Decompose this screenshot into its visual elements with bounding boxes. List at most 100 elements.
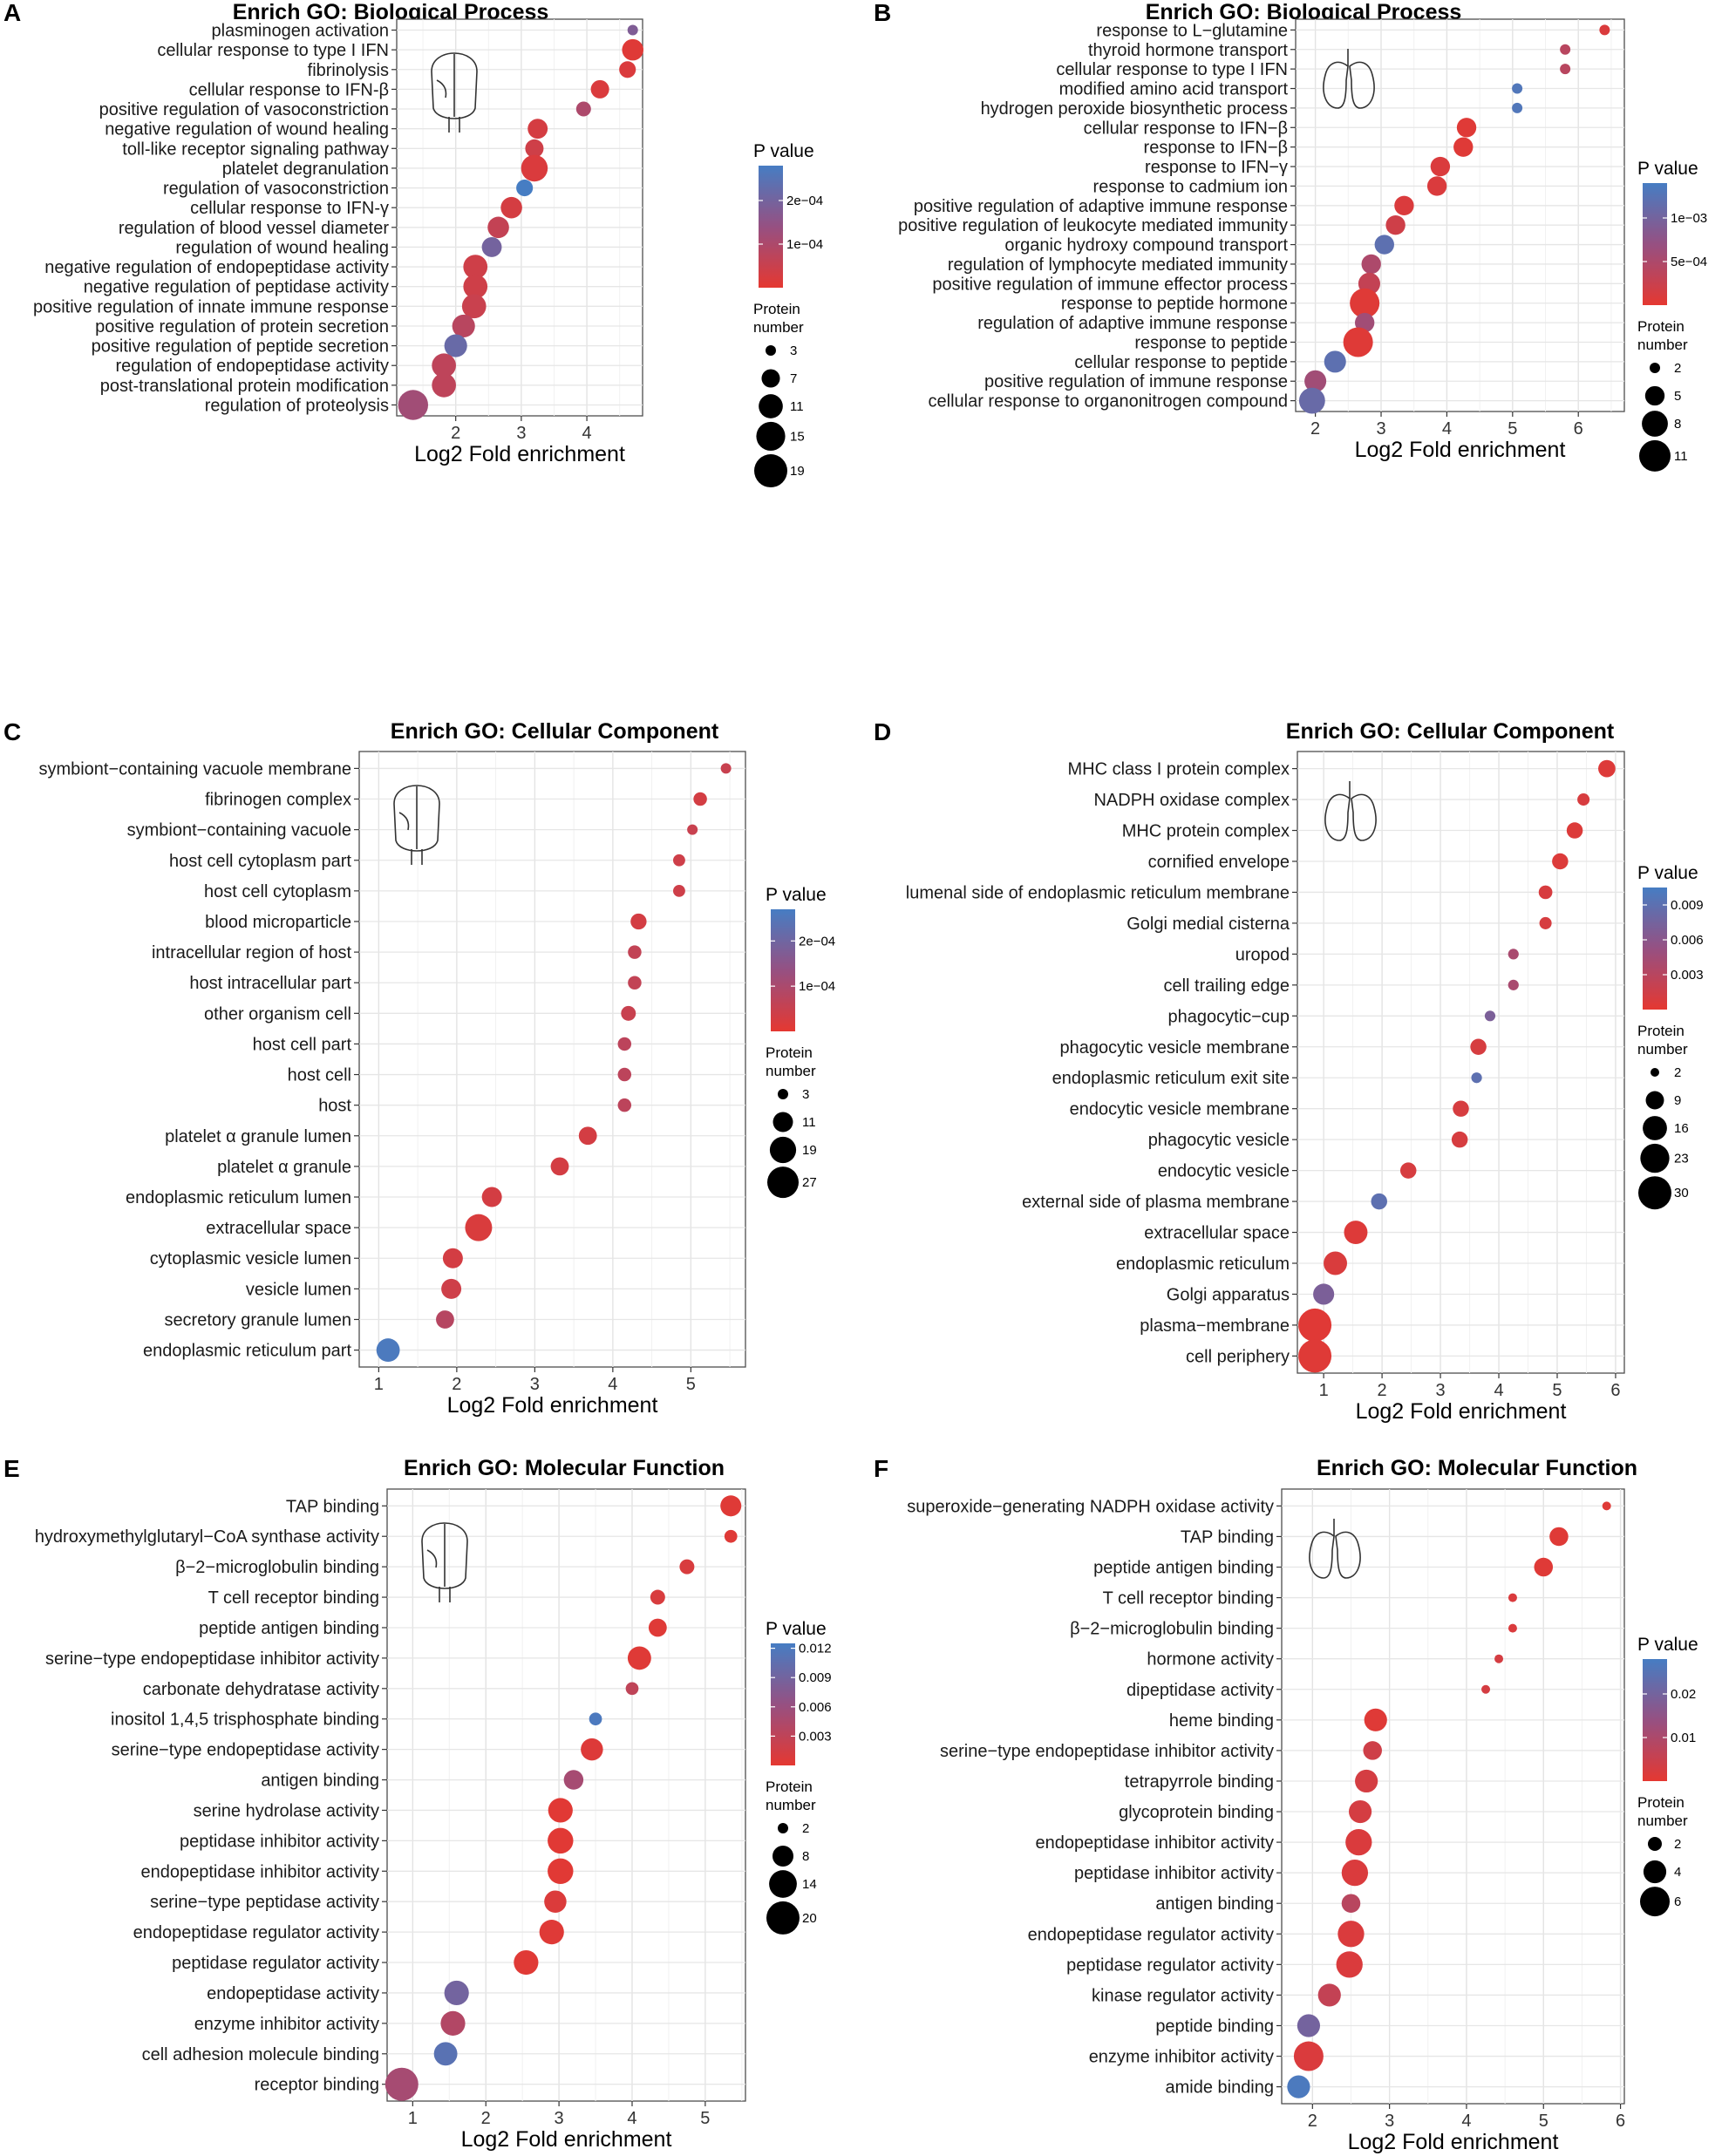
- pvalue-tick-label: 0.006: [799, 1700, 832, 1715]
- category-label: cellular response to type I IFN: [1056, 60, 1288, 79]
- data-point: [1364, 1708, 1387, 1731]
- category-label: cornified envelope: [1148, 853, 1290, 872]
- x-tick-label: 3: [1436, 1381, 1446, 1400]
- data-point: [625, 1682, 639, 1696]
- category-label: TAP binding: [286, 1497, 379, 1516]
- data-point: [1355, 1769, 1378, 1793]
- size-legend-dot: [767, 1166, 799, 1199]
- pvalue-tick-label: 1e−04: [799, 979, 835, 994]
- size-legend-label: 23: [1674, 1152, 1689, 1166]
- data-point: [452, 314, 475, 338]
- pvalue-colorbar: [1643, 1659, 1667, 1781]
- category-label: negative regulation of peptidase activit…: [84, 278, 389, 297]
- size-legend-dot: [778, 1089, 788, 1099]
- size-legend-dot: [772, 1845, 794, 1867]
- category-label: plasminogen activation: [212, 22, 389, 41]
- size-legend-title: Protein: [766, 1044, 813, 1061]
- category-label: regulation of blood vessel diameter: [119, 219, 390, 238]
- lungs-icon: [1324, 781, 1377, 841]
- size-legend-title: number: [753, 319, 804, 336]
- size-legend-dot: [1648, 1837, 1662, 1851]
- x-axis-label: Log2 Fold enrichment: [1348, 2130, 1559, 2154]
- data-point: [1484, 1010, 1496, 1022]
- data-point: [693, 792, 707, 806]
- legend-C: [767, 909, 799, 1199]
- data-point: [481, 1187, 502, 1207]
- category-label: enzyme inhibitor activity: [1089, 2048, 1274, 2067]
- size-legend-label: 16: [1674, 1121, 1689, 1136]
- category-label: cellular response to IFN−β: [1084, 119, 1288, 138]
- category-label: serine−type peptidase activity: [150, 1893, 379, 1912]
- category-label: antigen binding: [261, 1772, 379, 1791]
- data-point: [1471, 1072, 1482, 1084]
- data-point: [463, 274, 488, 299]
- size-legend-dot: [754, 454, 787, 488]
- x-axis-label: Log2 Fold enrichment: [461, 2127, 672, 2152]
- data-point: [544, 1890, 567, 1913]
- size-legend-title: number: [1637, 1813, 1688, 1829]
- category-label: dipeptidase activity: [1126, 1681, 1274, 1700]
- size-legend-label: 11: [790, 399, 804, 414]
- category-label: post-translational protein modification: [100, 377, 389, 396]
- data-point: [1470, 1038, 1487, 1056]
- legend-D: [1638, 888, 1671, 1210]
- category-label: response to L−glutamine: [1096, 21, 1288, 40]
- data-point: [1534, 1557, 1554, 1577]
- category-label: amide binding: [1165, 2078, 1274, 2098]
- category-label: regulation of endopeptidase activity: [115, 357, 389, 376]
- data-point: [1453, 1100, 1469, 1117]
- category-label: plasma−membrane: [1140, 1316, 1290, 1336]
- category-label: endopeptidase inhibitor activity: [1035, 1833, 1274, 1853]
- plot-area-E: [382, 1488, 746, 2106]
- category-label: intracellular region of host: [152, 943, 351, 962]
- data-point: [1298, 1308, 1332, 1342]
- size-legend-title: number: [1637, 337, 1688, 353]
- data-point: [1348, 1799, 1372, 1824]
- data-point: [1481, 1684, 1491, 1694]
- category-label: response to IFN−γ: [1145, 158, 1288, 177]
- category-label: response to cadmium ion: [1093, 177, 1288, 196]
- size-legend-title: Protein: [1637, 1023, 1685, 1039]
- data-point: [1287, 2075, 1310, 2098]
- category-label: NADPH oxidase complex: [1093, 791, 1290, 810]
- size-legend-label: 9: [1674, 1093, 1681, 1108]
- x-tick-label: 4: [1442, 419, 1452, 439]
- data-point: [463, 255, 488, 279]
- data-point: [1293, 2041, 1324, 2071]
- pvalue-colorbar: [771, 1643, 795, 1765]
- size-legend-label: 14: [802, 1877, 817, 1892]
- data-point: [1298, 1339, 1332, 1373]
- x-tick-label: 3: [530, 1375, 540, 1394]
- data-point: [1313, 1283, 1335, 1305]
- data-point: [1371, 1193, 1387, 1210]
- category-label: serine−type endopeptidase activity: [112, 1741, 379, 1760]
- lungs-icon: [1309, 1519, 1361, 1579]
- category-label: serine−type endopeptidase inhibitor acti…: [940, 1742, 1274, 1761]
- size-legend-dot: [766, 345, 776, 356]
- x-tick-label: 3: [1385, 2112, 1394, 2131]
- pvalue-tick-label: 0.02: [1671, 1687, 1696, 1702]
- data-point: [465, 1214, 493, 1241]
- size-legend-dot: [761, 369, 780, 388]
- category-label: peptidase inhibitor activity: [1074, 1864, 1274, 1883]
- pvalue-colorbar: [1643, 183, 1667, 305]
- category-label: positive regulation of vasoconstriction: [99, 100, 389, 119]
- size-legend-title: number: [766, 1063, 816, 1079]
- pvalue-tick-label: 1e−04: [786, 237, 823, 252]
- category-label: endopeptidase activity: [207, 1984, 379, 2003]
- size-legend-label: 19: [802, 1143, 817, 1158]
- data-point: [521, 154, 548, 182]
- data-point: [617, 1037, 632, 1051]
- size-legend-dot: [1640, 1887, 1670, 1917]
- category-label: regulation of adaptive immune response: [977, 314, 1288, 333]
- data-point: [1361, 254, 1381, 275]
- x-tick-label: 5: [700, 2109, 710, 2128]
- data-point: [1549, 1527, 1569, 1547]
- category-label: antigen binding: [1155, 1894, 1274, 1914]
- data-point: [385, 2067, 419, 2101]
- data-point: [1430, 156, 1451, 177]
- data-point: [589, 1712, 602, 1726]
- pvalue-tick-label: 0.009: [1671, 898, 1704, 913]
- x-tick-label: 5: [1508, 419, 1517, 439]
- category-label: cellular response to IFN-γ: [190, 199, 389, 218]
